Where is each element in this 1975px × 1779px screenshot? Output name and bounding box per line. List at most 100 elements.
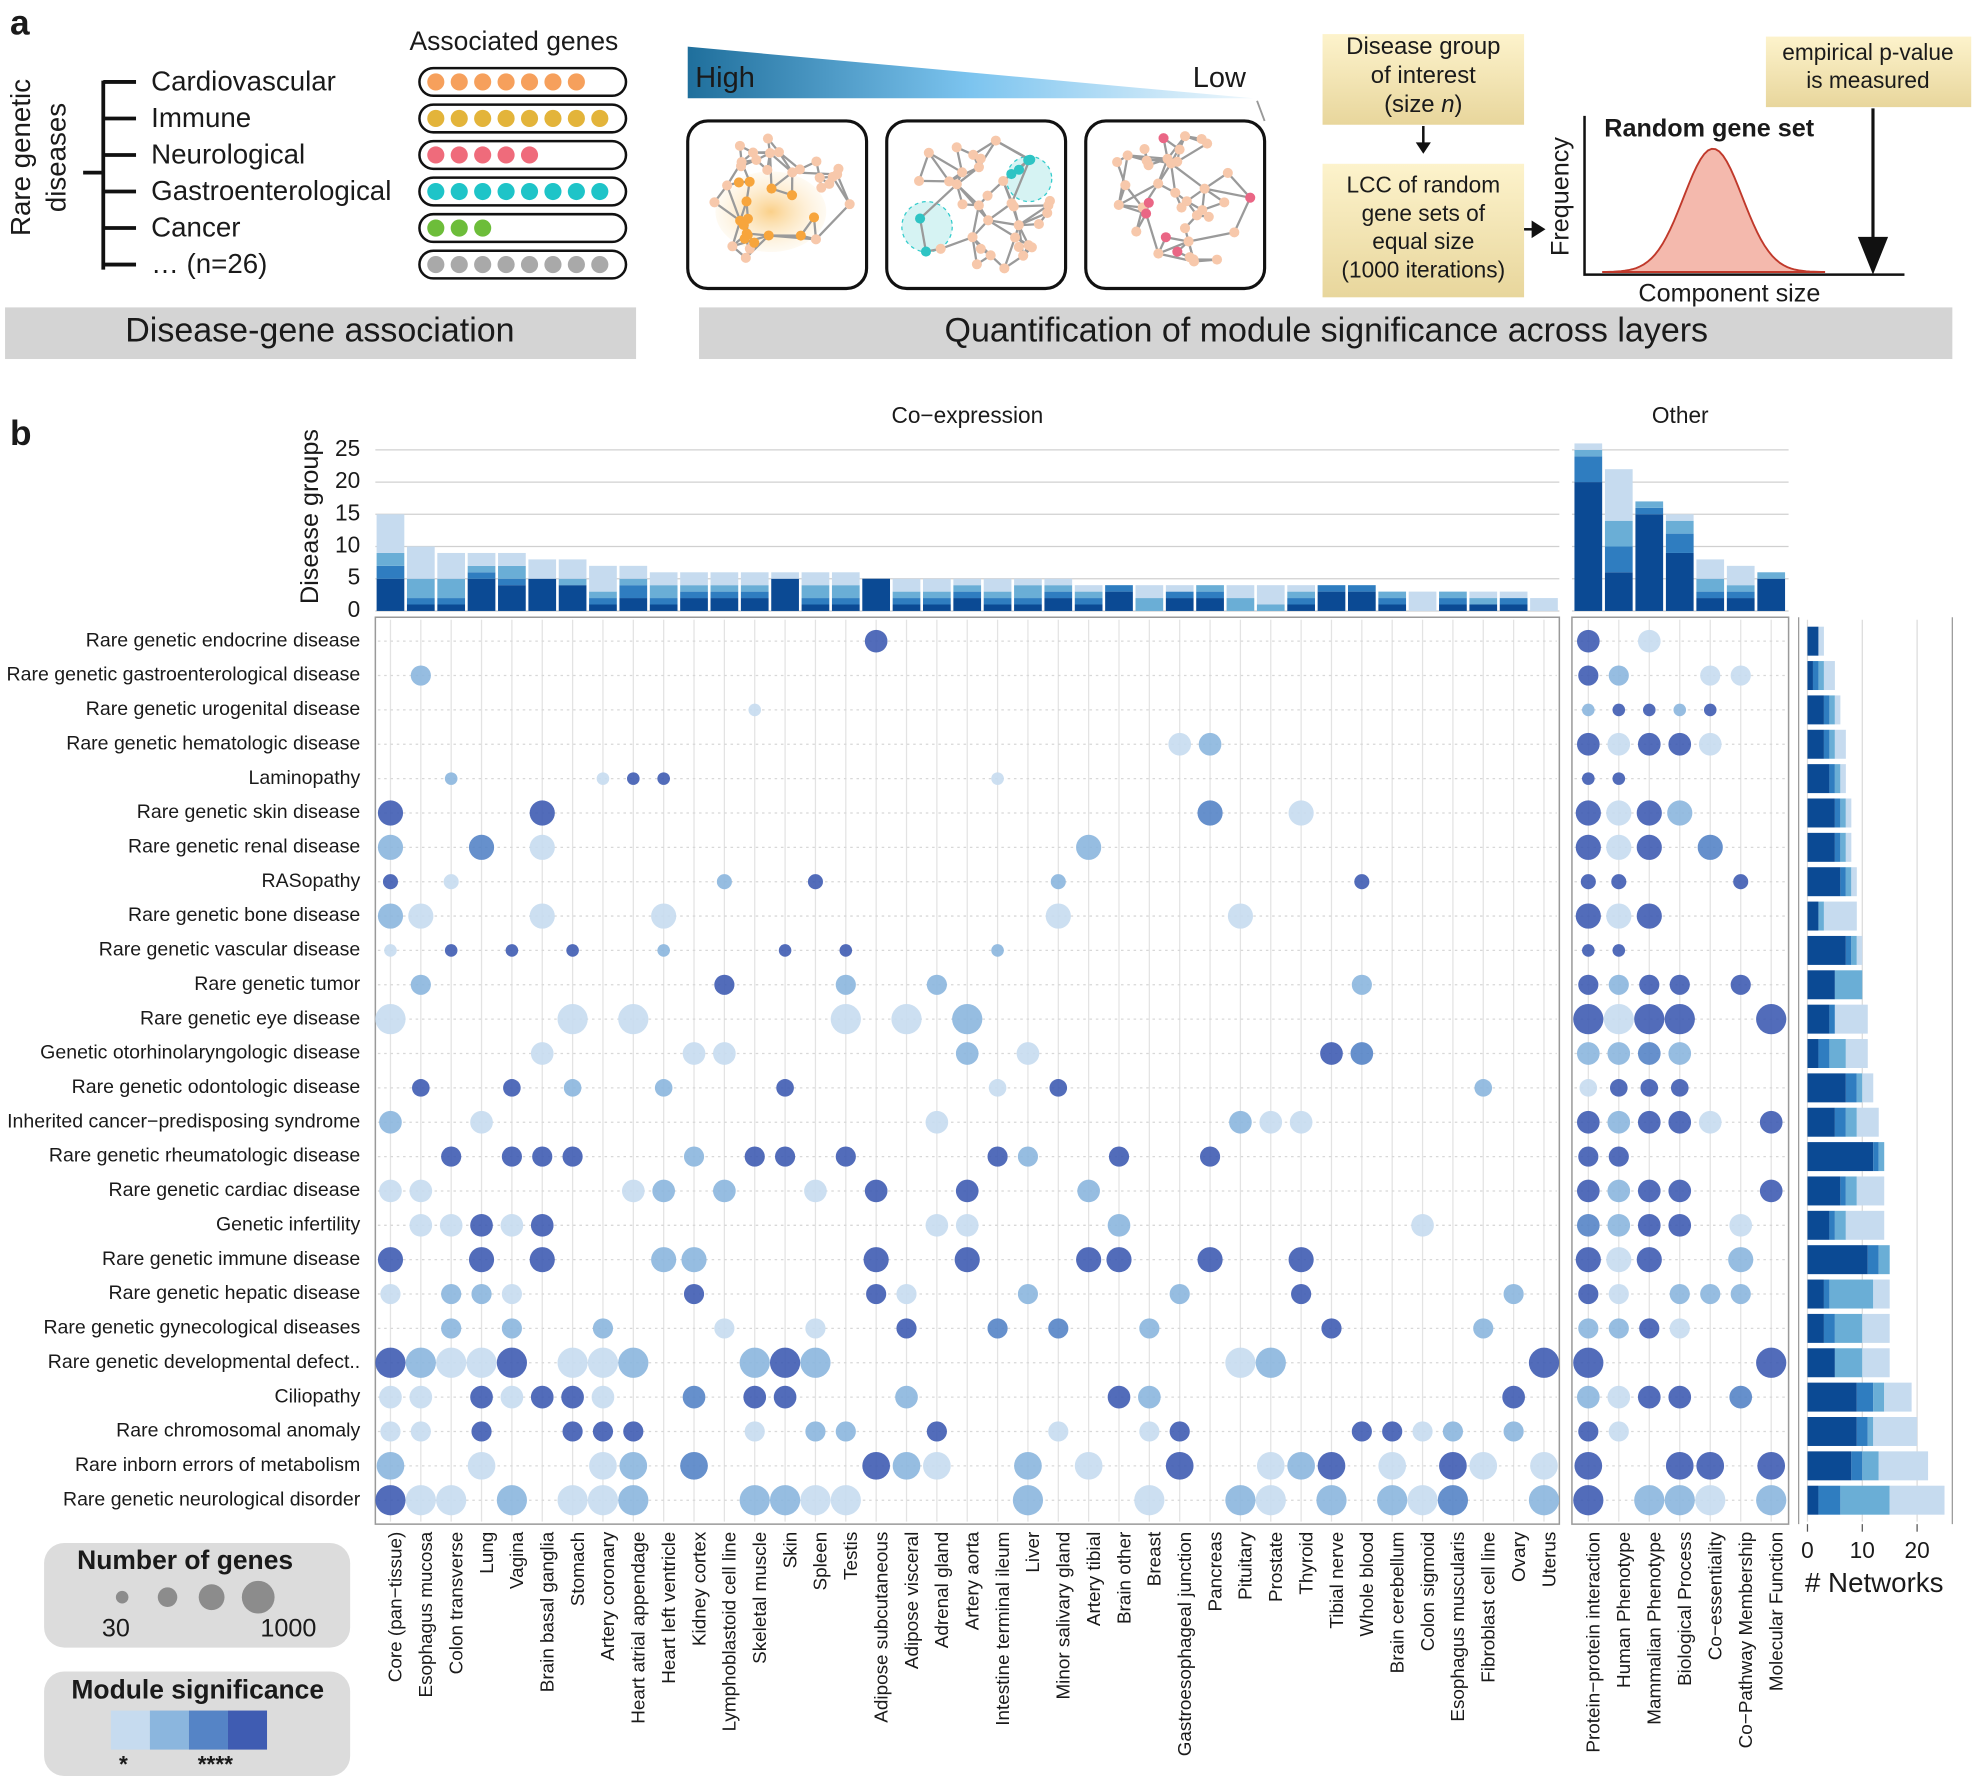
network-box xyxy=(1084,119,1267,291)
module-dot xyxy=(714,974,735,995)
bar-segment xyxy=(649,572,678,586)
gene-dot xyxy=(450,73,468,91)
module-dot xyxy=(1670,1079,1689,1097)
bar-segment xyxy=(710,572,739,586)
gradient-wedge xyxy=(687,46,1254,99)
bar-segment xyxy=(558,585,587,611)
note-box xyxy=(1322,163,1525,298)
bar-segment xyxy=(1317,585,1346,592)
bar-segment xyxy=(1726,598,1755,611)
module-dot xyxy=(1642,703,1656,717)
module-dot xyxy=(501,1283,522,1305)
module-dot xyxy=(1289,1110,1313,1134)
column-label: Kidney cortex xyxy=(689,1531,710,1646)
bar-segment xyxy=(953,598,982,611)
module-dot xyxy=(805,1421,826,1442)
bar-segment xyxy=(1696,591,1725,599)
column-label: Skeletal muscle xyxy=(750,1532,771,1664)
gene-dot xyxy=(450,109,468,128)
module-dot xyxy=(503,1079,521,1097)
module-dot xyxy=(1700,1283,1721,1305)
module-dot xyxy=(1759,1179,1783,1203)
bar-segment xyxy=(1807,901,1819,931)
bar-segment xyxy=(1604,572,1633,611)
gene-dot xyxy=(474,146,492,164)
bar-segment xyxy=(1378,598,1407,605)
network-node xyxy=(1010,232,1021,243)
bar-segment xyxy=(1862,1348,1890,1378)
network-node xyxy=(1170,187,1181,198)
module-dot xyxy=(954,1247,980,1273)
module-dot xyxy=(380,1421,401,1442)
gene-dot xyxy=(497,146,515,164)
column-label: Gastroesophageal junction xyxy=(1175,1532,1196,1757)
bar-segment xyxy=(619,565,648,579)
bar-segment xyxy=(983,578,1012,592)
facet-title: Other xyxy=(1652,402,1709,428)
module-dot xyxy=(769,1347,801,1378)
module-dot xyxy=(1108,1146,1130,1167)
network-node xyxy=(1122,150,1133,161)
figure-content: a Rare genetic diseases Cardiovascular Immun… xyxy=(5,4,1972,1777)
module-dot xyxy=(1227,903,1254,929)
module-dot xyxy=(716,874,732,890)
module-dot xyxy=(1696,1451,1725,1480)
arrow-head xyxy=(1531,220,1546,239)
bar-segment xyxy=(1757,572,1786,579)
bar-segment xyxy=(1469,591,1498,599)
module-dot xyxy=(1729,1213,1753,1237)
bar-segment xyxy=(1856,935,1863,965)
module-dot xyxy=(1407,1485,1438,1516)
bar-segment xyxy=(498,585,526,611)
bar-segment xyxy=(1834,1107,1846,1137)
bar-segment xyxy=(406,546,435,579)
column-label: Liver xyxy=(1023,1532,1044,1573)
bar-segment xyxy=(589,591,617,599)
bar-segment xyxy=(983,591,1012,599)
significance-key xyxy=(110,1710,150,1750)
network-node xyxy=(1172,156,1183,167)
section-title: Disease-gene association xyxy=(125,312,514,350)
network-node xyxy=(810,234,821,245)
network-node xyxy=(1139,143,1150,155)
legend-label: 1000 xyxy=(260,1615,316,1643)
gene-dot xyxy=(591,109,609,128)
module-dot xyxy=(896,1318,917,1339)
bar-segment xyxy=(498,578,526,586)
module-dot xyxy=(1668,1042,1692,1065)
bar-segment xyxy=(1873,1279,1890,1309)
module-dot xyxy=(444,944,458,957)
module-dot xyxy=(1288,1247,1314,1273)
module-dot xyxy=(443,874,459,890)
module-dot xyxy=(1316,1485,1347,1516)
network-node xyxy=(1018,250,1029,261)
network-node xyxy=(915,213,926,224)
network-node xyxy=(738,220,749,231)
network-node xyxy=(751,154,762,165)
network-node xyxy=(762,164,773,176)
network-node xyxy=(1162,153,1173,164)
module-dot xyxy=(1317,1451,1346,1480)
network-node xyxy=(1013,241,1024,252)
module-dot xyxy=(1225,1347,1256,1378)
network-edge xyxy=(971,205,980,238)
module-dot xyxy=(379,1385,402,1409)
module-dot xyxy=(409,1385,433,1409)
module-dot xyxy=(1169,1283,1190,1305)
module-dot xyxy=(1612,772,1626,785)
module-dot xyxy=(471,1421,492,1442)
network-edge xyxy=(927,152,951,183)
network-node xyxy=(1222,167,1233,178)
bar-segment xyxy=(1635,514,1664,611)
module-dot xyxy=(1669,1283,1690,1305)
network-node xyxy=(1008,201,1019,212)
bar-segment xyxy=(406,604,435,611)
bar-segment xyxy=(376,514,405,553)
module-dot xyxy=(1574,1451,1603,1480)
bar-segment xyxy=(1807,1313,1824,1343)
module-dot xyxy=(713,1179,736,1203)
module-dot xyxy=(744,1421,765,1442)
bar-segment xyxy=(1287,591,1315,599)
module-dot xyxy=(375,1347,406,1378)
bar-segment xyxy=(1834,764,1841,794)
